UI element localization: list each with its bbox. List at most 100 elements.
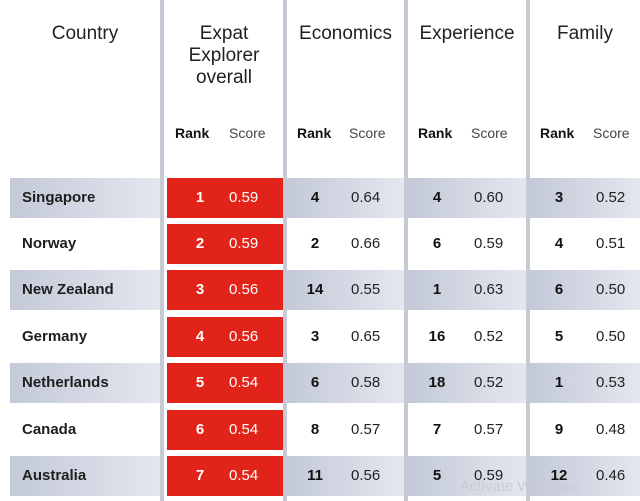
row-shade: [530, 178, 640, 218]
row-shade: [10, 363, 160, 403]
family-score: 0.48: [596, 421, 626, 438]
economics-rank: 11: [307, 467, 323, 484]
table-row: Singapore 1 0.59 4 0.64 4 0.60 3 0.52: [10, 178, 640, 218]
row-shade: [287, 410, 404, 450]
header-rank-experience: Rank: [418, 125, 453, 141]
experience-rank: 6: [432, 235, 442, 252]
overall-score: 0.56: [229, 281, 259, 298]
economics-rank: 8: [310, 421, 320, 438]
economics-score: 0.56: [351, 467, 381, 484]
row-shade: [287, 363, 404, 403]
row-shade: [530, 317, 640, 357]
header-overall-line2: Explorer: [188, 45, 260, 66]
country-name: New Zealand: [22, 281, 114, 298]
overall-highlight-cell: 7 0.54: [167, 456, 283, 496]
experience-score: 0.59: [474, 467, 504, 484]
row-shade: [408, 410, 526, 450]
overall-highlight-cell: 2 0.59: [167, 224, 283, 264]
overall-highlight-cell: 3 0.56: [167, 270, 283, 310]
row-shade: [10, 224, 160, 264]
row-shade: [408, 270, 526, 310]
overall-rank: 6: [195, 421, 205, 438]
header-score-experience: Score: [471, 125, 508, 141]
row-shade: [408, 178, 526, 218]
overall-rank: 4: [195, 328, 205, 345]
experience-score: 0.63: [474, 281, 504, 298]
family-rank: 3: [554, 189, 564, 206]
row-shade: [530, 224, 640, 264]
economics-rank: 6: [310, 374, 320, 391]
row-shade: [287, 178, 404, 218]
family-rank: 9: [554, 421, 564, 438]
economics-score: 0.55: [351, 281, 381, 298]
row-shade: [287, 270, 404, 310]
experience-rank: 7: [432, 421, 442, 438]
table-row: Australia 7 0.54 11 0.56 5 0.59 12 0.46: [10, 456, 640, 496]
row-shade: [408, 363, 526, 403]
column-divider: [404, 0, 408, 501]
country-name: Canada: [22, 421, 77, 438]
table-row: Canada 6 0.54 8 0.57 7 0.57 9 0.48: [10, 410, 640, 450]
experience-score: 0.57: [474, 421, 504, 438]
column-divider: [283, 0, 287, 501]
row-shade: [10, 317, 160, 357]
country-name: Netherlands: [22, 374, 109, 391]
family-score: 0.53: [596, 374, 626, 391]
experience-rank: 16: [428, 328, 446, 345]
overall-rank: 3: [195, 281, 205, 298]
row-shade: [287, 317, 404, 357]
country-name: Germany: [22, 328, 88, 345]
family-rank: 6: [554, 281, 564, 298]
country-name: Singapore: [22, 189, 96, 206]
overall-rank: 5: [195, 374, 205, 391]
economics-rank: 4: [310, 189, 320, 206]
overall-rank: 2: [195, 235, 205, 252]
experience-rank: 4: [432, 189, 442, 206]
experience-rank: 5: [432, 467, 442, 484]
overall-highlight-cell: 6 0.54: [167, 410, 283, 450]
header-score-economics: Score: [349, 125, 386, 141]
overall-score: 0.56: [229, 328, 259, 345]
header-rank-economics: Rank: [297, 125, 332, 141]
family-score: 0.51: [596, 235, 626, 252]
economics-rank: 2: [310, 235, 320, 252]
header-country: Country: [51, 23, 119, 44]
overall-highlight-cell: 1 0.59: [167, 178, 283, 218]
row-shade: [530, 363, 640, 403]
family-score: 0.50: [596, 328, 626, 345]
header-family: Family: [557, 23, 613, 44]
overall-highlight-cell: 5 0.54: [167, 363, 283, 403]
experience-score: 0.52: [474, 328, 504, 345]
economics-score: 0.64: [351, 189, 381, 206]
table-row: Norway 2 0.59 2 0.66 6 0.59 4 0.51: [10, 224, 640, 264]
row-shade: [408, 317, 526, 357]
row-shade: [287, 456, 404, 496]
header-overall-line1: Expat: [199, 23, 249, 44]
header-experience: Experience: [419, 23, 515, 44]
overall-score: 0.59: [229, 235, 259, 252]
overall-score: 0.59: [229, 189, 259, 206]
table-row: Germany 4 0.56 3 0.65 16 0.52 5 0.50: [10, 317, 640, 357]
table-row: Netherlands 5 0.54 6 0.58 18 0.52 1 0.53: [10, 363, 640, 403]
header-score-overall: Score: [229, 125, 266, 141]
header-rank-family: Rank: [540, 125, 575, 141]
economics-score: 0.66: [351, 235, 381, 252]
experience-rank: 1: [432, 281, 442, 298]
family-rank: 1: [554, 374, 564, 391]
row-shade: [530, 456, 640, 496]
economics-score: 0.58: [351, 374, 381, 391]
row-shade: [10, 270, 160, 310]
row-shade: [408, 456, 526, 496]
overall-rank: 1: [195, 189, 205, 206]
family-score: 0.52: [596, 189, 626, 206]
row-shade: [408, 224, 526, 264]
row-shade: [530, 270, 640, 310]
family-rank: 12: [550, 467, 568, 484]
row-shade: [10, 456, 160, 496]
header-economics: Economics: [299, 23, 392, 44]
overall-score: 0.54: [229, 374, 259, 391]
header-rank-overall: Rank: [175, 125, 210, 141]
economics-rank: 3: [310, 328, 320, 345]
column-divider: [160, 0, 164, 501]
